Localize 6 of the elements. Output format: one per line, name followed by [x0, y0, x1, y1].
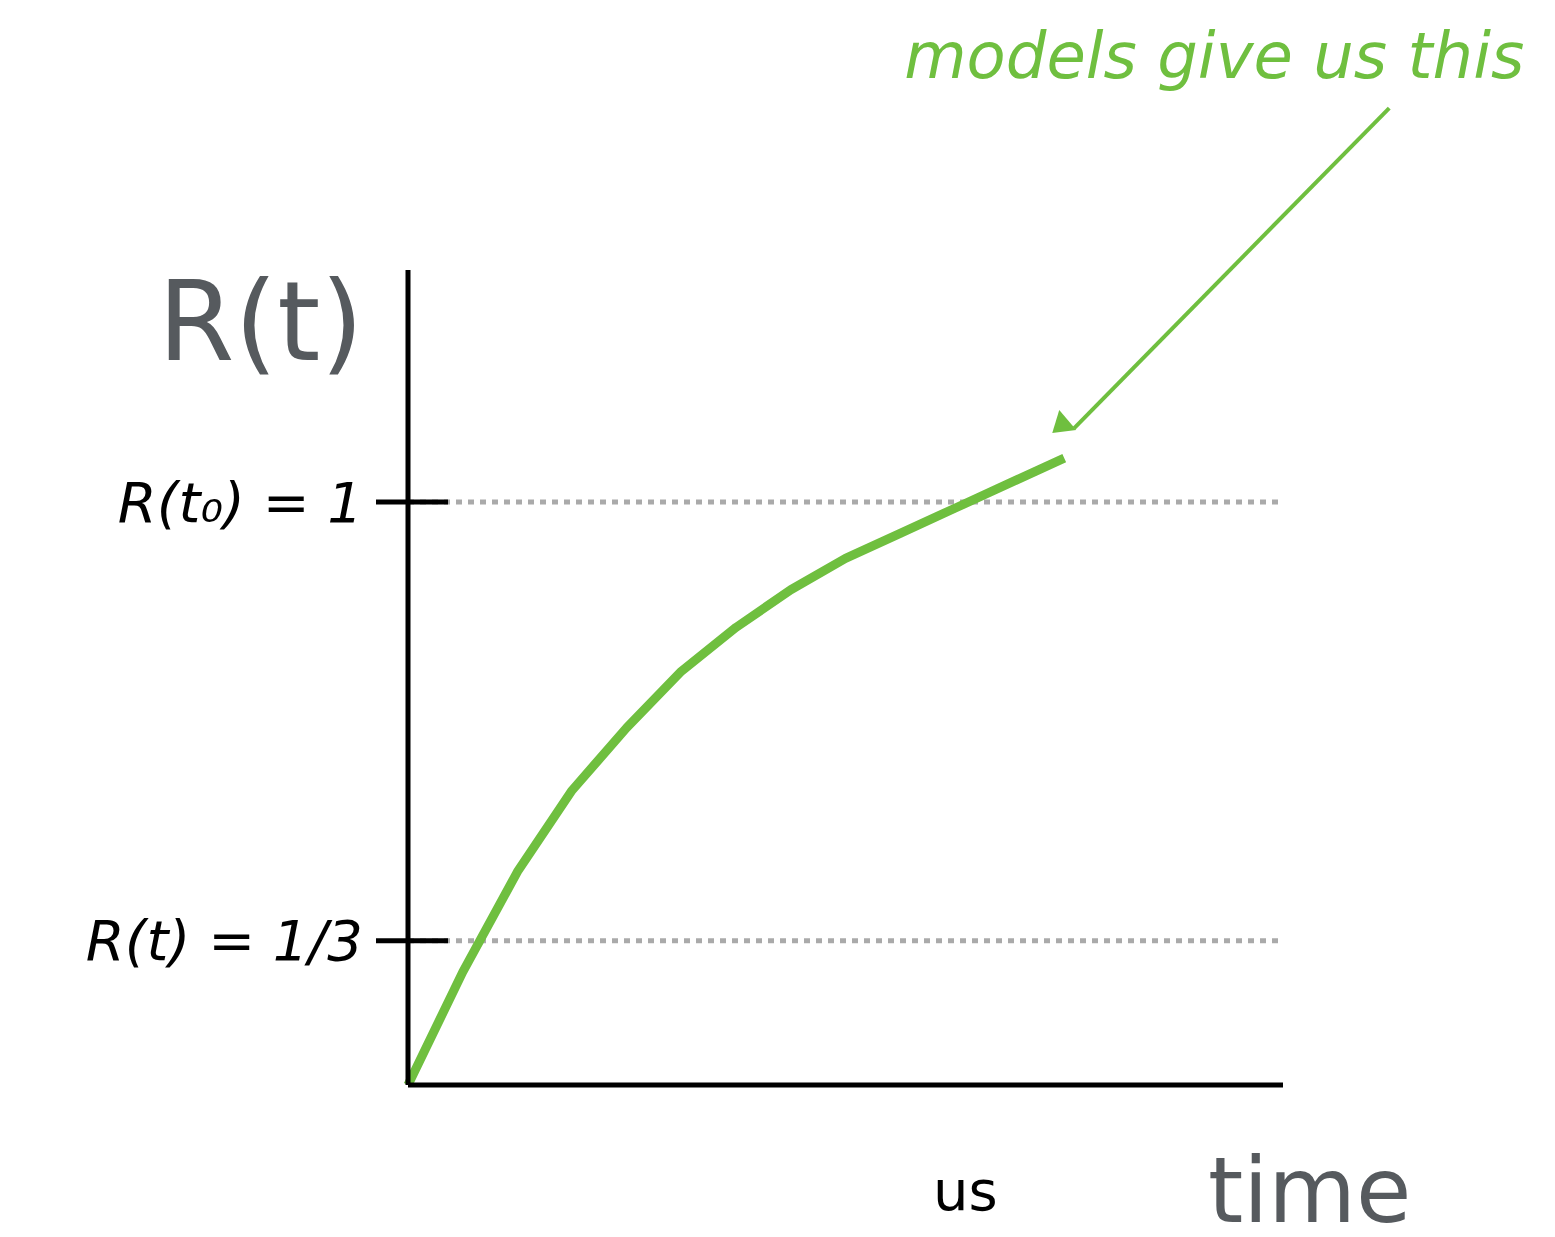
text: us — [933, 1158, 998, 1223]
text: models give us this — [904, 19, 1525, 94]
y-axis-title: R(t) — [158, 258, 364, 386]
text: R(t₀) = 1 — [117, 469, 363, 535]
x-axis-title: time — [1208, 1138, 1412, 1237]
text: R(t) = 1/3 — [85, 908, 363, 974]
